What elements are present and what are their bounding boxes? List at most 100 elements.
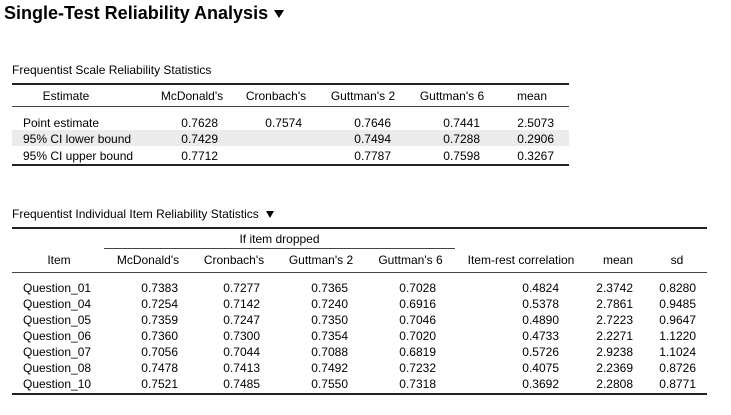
item-col-header-sd: sd — [670, 253, 684, 267]
item-cell: 0.7020 — [399, 329, 436, 343]
item-col-header-item: Item — [47, 253, 71, 267]
scale-cell: 2.5073 — [517, 116, 554, 130]
scale-table-top-rule — [12, 83, 569, 85]
item-row-label: Question_08 — [23, 361, 92, 375]
item-cell: 0.7550 — [311, 377, 348, 391]
item-col-header-mcdonald-s: McDonald's — [116, 253, 180, 267]
item-cell: 0.4824 — [522, 281, 559, 295]
if-item-dropped-rule — [104, 248, 455, 249]
item-row-label: Question_10 — [23, 377, 92, 391]
item-col-header-item-rest-correlation: Item-rest correlation — [467, 253, 575, 267]
item-cell: 0.7413 — [223, 361, 260, 375]
item-cell: 2.9238 — [596, 345, 633, 359]
scale-row-label: 95% CI lower bound — [23, 132, 132, 146]
item-cell: 0.7383 — [141, 281, 178, 295]
item-cell: 2.2808 — [596, 377, 633, 391]
scale-table-header-rule — [12, 106, 569, 107]
item-cell: 0.7254 — [141, 297, 178, 311]
item-table-top-rule — [12, 227, 707, 229]
scale-cell: 0.7712 — [181, 149, 218, 163]
scale-cell: 0.7574 — [265, 116, 302, 130]
scale-cell: 0.7598 — [443, 149, 480, 163]
item-cell: 0.7359 — [141, 313, 178, 327]
item-cell: 0.6819 — [399, 345, 436, 359]
item-cell: 0.7044 — [223, 345, 260, 359]
item-row-label: Question_07 — [23, 345, 92, 359]
item-cell: 0.8280 — [659, 281, 696, 295]
item-cell: 2.7223 — [596, 313, 633, 327]
item-cell: 0.7492 — [311, 361, 348, 375]
item-col-header-guttman-s-2: Guttman's 2 — [288, 253, 354, 267]
item-cell: 0.7247 — [223, 313, 260, 327]
item-cell: 0.4733 — [522, 329, 559, 343]
item-cell: 0.7485 — [223, 377, 260, 391]
item-cell: 0.7046 — [399, 313, 436, 327]
item-table-menu-dropdown-icon[interactable] — [265, 210, 274, 218]
item-row-label: Question_05 — [23, 313, 92, 327]
scale-table-bottom-rule — [12, 164, 569, 166]
scale-row-label: 95% CI upper bound — [23, 149, 134, 163]
scale-cell: 0.7429 — [181, 132, 218, 146]
item-cell: 0.7360 — [141, 329, 178, 343]
item-row-label: Question_06 — [23, 329, 92, 343]
item-cell: 0.8771 — [659, 377, 696, 391]
scale-row-label: Point estimate — [23, 116, 100, 130]
scale-table-caption-text: Frequentist Scale Reliability Statistics — [12, 63, 212, 77]
item-cell: 0.7300 — [223, 329, 260, 343]
scale-col-header-mcdonald-s: McDonald's — [160, 89, 224, 103]
item-cell: 0.9485 — [659, 297, 696, 311]
scale-cell: 0.7441 — [443, 116, 480, 130]
item-cell: 0.7350 — [311, 313, 348, 327]
scale-cell: 0.7628 — [181, 116, 218, 130]
item-cell: 0.7088 — [311, 345, 348, 359]
scale-cell: 0.7494 — [354, 132, 391, 146]
item-cell: 2.2271 — [596, 329, 633, 343]
analysis-title-bar: Single-Test Reliability Analysis — [4, 3, 285, 24]
item-cell: 0.4890 — [522, 313, 559, 327]
item-cell: 0.7240 — [311, 297, 348, 311]
item-cell: 2.7861 — [596, 297, 633, 311]
item-cell: 0.3692 — [522, 377, 559, 391]
item-col-header-cronbach-s: Cronbach's — [203, 253, 265, 267]
item-cell: 0.4075 — [522, 361, 559, 375]
scale-col-header-guttman-s-6: Guttman's 6 — [419, 89, 485, 103]
scale-col-header-guttman-s-2: Guttman's 2 — [330, 89, 396, 103]
scale-table-caption: Frequentist Scale Reliability Statistics — [12, 63, 211, 77]
item-cell: 0.7142 — [223, 297, 260, 311]
item-cell: 0.6916 — [399, 297, 436, 311]
item-cell: 0.5378 — [522, 297, 559, 311]
item-cell: 0.7318 — [399, 377, 436, 391]
analysis-menu-dropdown-icon[interactable] — [274, 9, 285, 18]
item-cell: 0.7354 — [311, 329, 348, 343]
item-row-label: Question_04 — [23, 297, 92, 311]
item-cell: 0.7028 — [399, 281, 436, 295]
item-cell: 0.7478 — [141, 361, 178, 375]
item-col-header-guttman-s-6: Guttman's 6 — [378, 253, 443, 267]
item-table-header-rule — [12, 272, 707, 273]
scale-table-row-shade — [12, 130, 569, 146]
item-cell: 2.3742 — [596, 281, 633, 295]
item-cell: 1.1220 — [659, 329, 696, 343]
scale-cell: 0.2906 — [517, 132, 554, 146]
scale-col-header-estimate: Estimate — [42, 89, 90, 103]
item-cell: 0.8726 — [659, 361, 696, 375]
item-cell: 0.7365 — [311, 281, 348, 295]
scale-cell: 0.7288 — [443, 132, 480, 146]
item-cell: 0.7232 — [399, 361, 436, 375]
item-table-bottom-rule — [12, 393, 707, 395]
item-cell: 0.7056 — [141, 345, 178, 359]
item-table-caption: Frequentist Individual Item Reliability … — [12, 207, 274, 221]
item-cell: 0.7277 — [223, 281, 260, 295]
scale-cell: 0.7646 — [354, 116, 391, 130]
if-item-dropped-header: If item dropped — [239, 232, 320, 246]
item-cell: 0.7521 — [141, 377, 178, 391]
item-row-label: Question_01 — [23, 281, 92, 295]
scale-cell: 0.7787 — [354, 149, 391, 163]
analysis-title: Single-Test Reliability Analysis — [4, 3, 269, 23]
item-cell: 0.9647 — [659, 313, 696, 327]
scale-col-header-mean: mean — [516, 89, 548, 103]
item-table-caption-text: Frequentist Individual Item Reliability … — [12, 207, 259, 221]
item-cell: 1.1024 — [659, 345, 696, 359]
item-cell: 2.2369 — [596, 361, 633, 375]
item-cell: 0.5726 — [522, 345, 559, 359]
